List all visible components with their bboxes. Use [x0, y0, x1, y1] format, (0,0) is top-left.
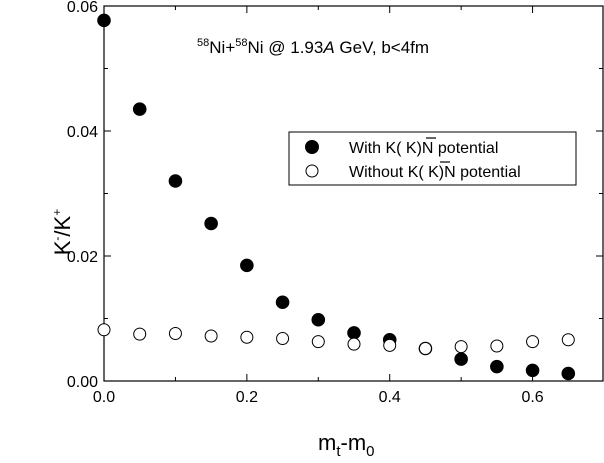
- legend: With K( K)N potential Without K( K)N pot…: [288, 131, 577, 186]
- plot-frame: [103, 5, 604, 382]
- legend-label-with-potential: With K( K)N potential: [349, 140, 498, 157]
- open-data-point: [561, 333, 575, 347]
- open-data-point: [276, 332, 290, 345]
- x-axis-ticks: 0.0 0.2 0.4 0.6: [93, 6, 544, 406]
- filled-data-point: [132, 102, 147, 116]
- collision-annotation: 58Ni+58Ni @ 1.93A GeV, b<4fm: [197, 37, 429, 57]
- open-data-point: [490, 339, 504, 353]
- open-data-point: [418, 342, 432, 355]
- filled-data-point: [97, 13, 111, 28]
- y-tick-label: 0.00: [67, 374, 98, 391]
- x-tick-label: 0.2: [236, 389, 258, 406]
- open-data-point: [204, 329, 218, 343]
- filled-data-point: [490, 359, 504, 374]
- legend-box: [288, 131, 577, 186]
- open-data-point: [311, 335, 325, 349]
- plot-border: [103, 5, 604, 382]
- data-points: [97, 13, 576, 381]
- x-tick-label: 0.4: [379, 389, 401, 406]
- open-data-point: [168, 327, 182, 340]
- legend-label-without-potential: Without K( K)N potential: [349, 164, 521, 181]
- open-data-point: [97, 323, 111, 337]
- filled-data-point: [311, 312, 326, 327]
- open-data-point: [526, 335, 540, 349]
- open-data-point: [133, 327, 147, 341]
- y-tick-label: 0.04: [67, 124, 98, 141]
- filled-data-point: [561, 366, 576, 381]
- y-tick-label: 0.06: [67, 0, 98, 16]
- open-data-point: [454, 340, 468, 354]
- open-data-point: [240, 330, 254, 344]
- y-axis-title: K-/K+: [50, 209, 75, 256]
- x-tick-label: 0.6: [521, 389, 543, 406]
- filled-data-point: [525, 363, 540, 378]
- x-tick-label: 0.0: [93, 389, 115, 406]
- filled-data-point: [454, 352, 468, 366]
- y-axis-ticks: 0.00 0.02 0.04 0.06: [67, 0, 603, 391]
- filled-data-point: [204, 216, 218, 231]
- filled-data-point: [168, 174, 183, 188]
- filled-data-point: [275, 295, 290, 310]
- filled-data-point: [347, 326, 361, 340]
- x-axis-title: mt-m0: [318, 430, 375, 460]
- legend-marker-filled: [305, 140, 319, 154]
- open-data-point: [347, 337, 361, 351]
- filled-data-point: [240, 258, 254, 273]
- y-tick-label: 0.02: [67, 249, 98, 266]
- legend-marker-open: [305, 164, 319, 178]
- open-data-point: [383, 338, 397, 352]
